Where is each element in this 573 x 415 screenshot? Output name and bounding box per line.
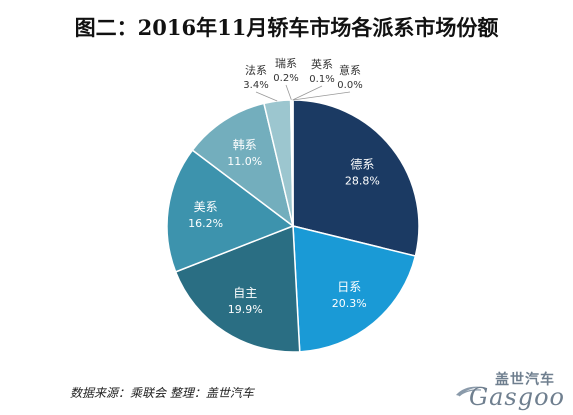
slice-value: 20.3%: [332, 297, 367, 310]
slice-value: 0.0%: [337, 80, 362, 91]
gasgoo-logo: 盖世汽车 Gasgoo: [455, 369, 565, 411]
slice-value: 16.2%: [188, 217, 223, 230]
slice-label: 瑞系: [275, 56, 297, 70]
slice-value: 3.4%: [243, 80, 268, 91]
slice-value: 11.0%: [227, 155, 262, 168]
slice-label: 韩系: [233, 137, 257, 152]
slice-value: 0.1%: [309, 74, 334, 85]
logo-text-cn: 盖世汽车: [495, 372, 555, 388]
slice-label: 美系: [194, 200, 218, 214]
leader-line: [285, 84, 292, 101]
slice-value: 28.8%: [345, 175, 380, 188]
swoosh-icon: [456, 386, 482, 397]
source-note: 数据来源：乘联会 整理：盖世汽车: [70, 386, 254, 400]
pie-slice-英系: [291, 99, 294, 227]
pie-slice-美系: [166, 149, 295, 273]
logo-text-en: Gasgoo: [468, 383, 565, 411]
slice-value: 19.9%: [228, 303, 263, 316]
slice-label: 意系: [339, 63, 361, 77]
pie-slice-自主: [174, 224, 301, 353]
slice-label: 英系: [311, 57, 333, 71]
pie-slice-韩系: [191, 102, 295, 228]
slice-label: 自主: [233, 286, 257, 300]
slice-label: 德系: [350, 157, 374, 172]
pie-slice-日系: [292, 225, 417, 353]
leader-line: [255, 91, 278, 102]
pie-slice-德系: [292, 99, 420, 257]
slice-value: 0.2%: [273, 73, 298, 84]
leader-line: [292, 85, 323, 101]
slice-label: 法系: [245, 63, 267, 77]
leader-line: [292, 91, 351, 101]
chart-title: 图二：2016年11月轿车市场各派系市场份额: [74, 15, 499, 40]
slice-label: 日系: [337, 280, 361, 294]
